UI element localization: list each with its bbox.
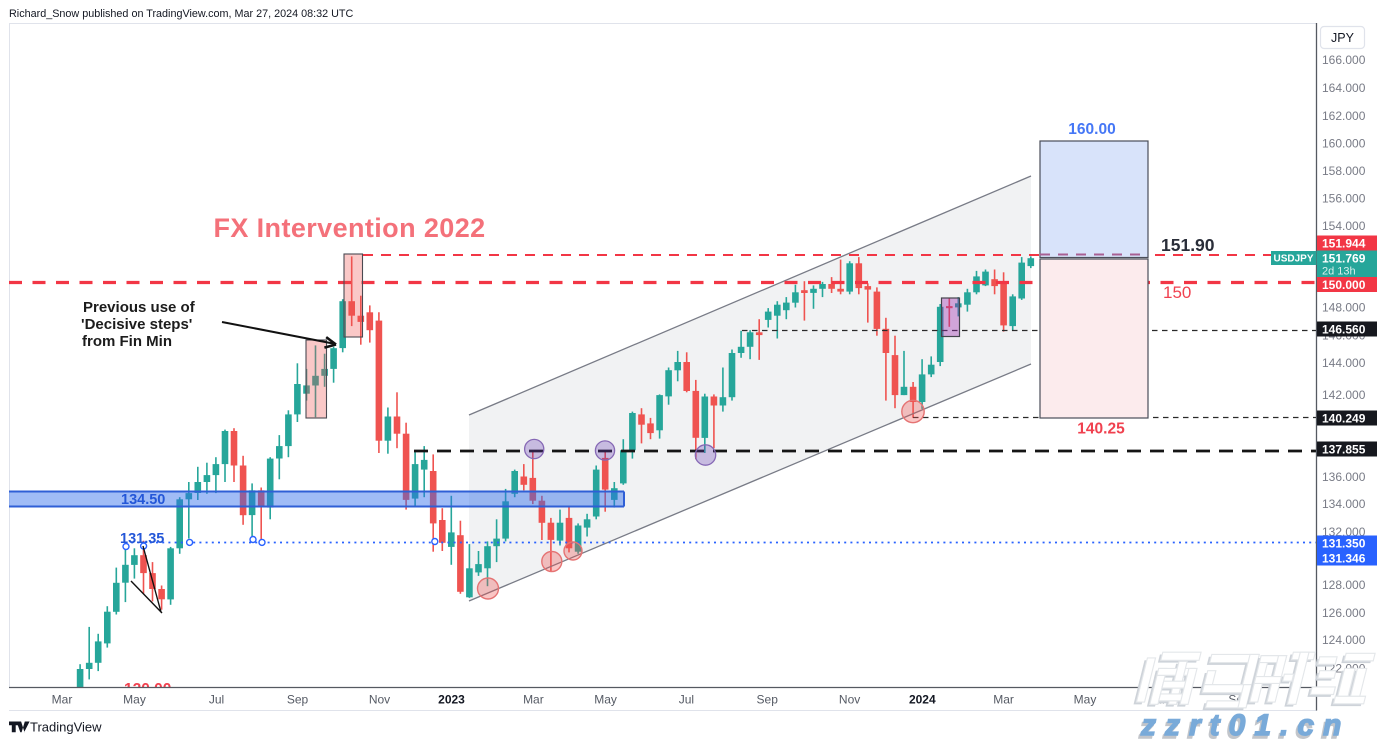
svg-text:'Decisive steps': 'Decisive steps' (81, 316, 192, 333)
svg-text:140.25: 140.25 (1077, 421, 1125, 438)
svg-text:Mar: Mar (52, 693, 73, 707)
svg-text:131.35: 131.35 (120, 531, 164, 547)
svg-text:May: May (594, 693, 617, 707)
svg-text:132.000: 132.000 (1322, 525, 1366, 539)
svg-text:156.000: 156.000 (1322, 192, 1366, 206)
svg-text:150.000: 150.000 (1322, 278, 1366, 292)
svg-text:150: 150 (1163, 283, 1191, 302)
svg-text:2024: 2024 (909, 693, 936, 707)
svg-text:136.000: 136.000 (1322, 470, 1366, 484)
svg-text:134.000: 134.000 (1322, 497, 1366, 511)
svg-text:158.000: 158.000 (1322, 164, 1366, 178)
svg-text:Mar: Mar (523, 693, 544, 707)
svg-text:151.769: 151.769 (1322, 252, 1366, 266)
svg-text:142.000: 142.000 (1322, 388, 1366, 402)
svg-text:126.000: 126.000 (1322, 606, 1366, 620)
svg-text:USDJPY: USDJPY (1274, 254, 1314, 265)
svg-text:May: May (123, 693, 146, 707)
svg-text:144.000: 144.000 (1322, 356, 1366, 370)
svg-text:Jul: Jul (679, 693, 694, 707)
svg-text:Sep: Sep (757, 693, 779, 707)
svg-text:131.350: 131.350 (1322, 536, 1366, 550)
svg-text:zzrt01.cn: zzrt01.cn (1140, 709, 1350, 742)
svg-text:160.00: 160.00 (1068, 121, 1115, 138)
svg-text:Nov: Nov (839, 693, 860, 707)
svg-text:131.346: 131.346 (1322, 551, 1366, 565)
svg-text:May: May (1074, 693, 1097, 707)
svg-text:148.000: 148.000 (1322, 301, 1366, 315)
svg-text:140.249: 140.249 (1322, 411, 1366, 425)
svg-text:2d 13h: 2d 13h (1322, 266, 1356, 278)
svg-text:137.855: 137.855 (1322, 442, 1366, 456)
svg-text:2023: 2023 (438, 693, 465, 707)
svg-text:Jul: Jul (209, 693, 224, 707)
svg-text:154.000: 154.000 (1322, 219, 1366, 233)
svg-text:Mar: Mar (993, 693, 1014, 707)
svg-text:128.000: 128.000 (1322, 578, 1366, 592)
svg-text:Sep: Sep (287, 693, 309, 707)
svg-text:from Fin Min: from Fin Min (82, 333, 172, 350)
svg-text:134.50: 134.50 (121, 492, 165, 508)
svg-text:151.944: 151.944 (1322, 236, 1366, 250)
svg-text:164.000: 164.000 (1322, 81, 1366, 95)
svg-text:TradingView: TradingView (30, 720, 102, 735)
svg-text:146.560: 146.560 (1322, 322, 1366, 336)
svg-text:124.000: 124.000 (1322, 633, 1366, 647)
svg-text:Richard_Snow published on Trad: Richard_Snow published on TradingView.co… (9, 8, 354, 20)
svg-text:zzrt01.cn: zzrt01.cn (1138, 712, 1348, 742)
svg-text:166.000: 166.000 (1322, 53, 1366, 67)
svg-text:Nov: Nov (369, 693, 390, 707)
svg-text:JPY: JPY (1331, 31, 1355, 45)
svg-text:151.90: 151.90 (1161, 235, 1215, 255)
svg-text:160.000: 160.000 (1322, 137, 1366, 151)
svg-text:FX Intervention 2022: FX Intervention 2022 (213, 213, 485, 243)
svg-text:162.000: 162.000 (1322, 109, 1366, 123)
svg-text:Previous use of: Previous use of (83, 299, 196, 316)
